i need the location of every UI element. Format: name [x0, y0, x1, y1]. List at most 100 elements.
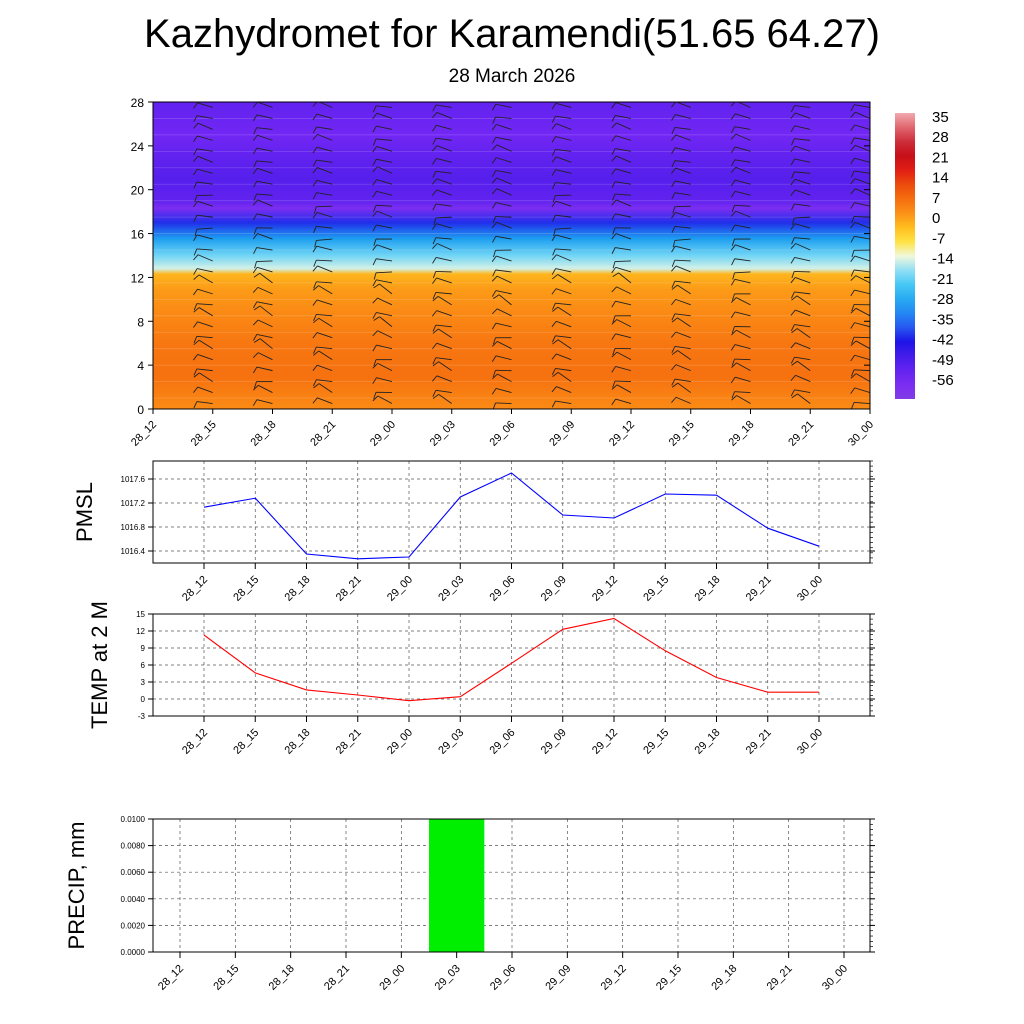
wind-barb-shaft — [197, 200, 213, 207]
wind-barb-shaft — [316, 192, 333, 196]
wind-barb-shaft — [376, 125, 393, 130]
wind-barb — [312, 146, 333, 154]
wind-barb-feather — [671, 226, 676, 233]
wind-barb-shaft — [257, 167, 273, 174]
wind-barb-shaft — [616, 351, 632, 361]
wind-barb — [731, 258, 751, 266]
wind-barb — [730, 146, 751, 153]
wind-barb-shaft — [614, 380, 632, 383]
wind-barb-shaft — [197, 288, 213, 295]
x-tick-label: 29_18 — [727, 419, 757, 449]
wind-barb — [432, 361, 453, 371]
wind-barb-shaft — [734, 278, 751, 284]
wind-barb-feather — [552, 339, 559, 345]
wind-barb-feather — [312, 299, 318, 306]
wind-barb-shaft — [795, 112, 811, 119]
wind-barb-feather — [492, 294, 500, 299]
wind-barb-shaft — [555, 182, 572, 185]
wind-barb-shaft — [675, 265, 691, 273]
wind-barb-feather — [372, 112, 378, 120]
wind-barb-shaft — [377, 166, 393, 174]
wind-barb — [252, 319, 273, 328]
wind-barb-shaft — [794, 256, 811, 262]
wind-barb-shaft — [496, 275, 512, 284]
wind-barb-shaft — [256, 193, 273, 196]
wind-barb-shaft — [674, 280, 691, 284]
wind-barb-shaft — [257, 319, 273, 328]
wind-barb-shaft — [674, 238, 691, 241]
wind-barb-feather — [492, 370, 496, 378]
x-tick-label: 28_21 — [308, 419, 338, 449]
wind-barb — [611, 181, 632, 189]
wind-barb-shaft — [677, 382, 692, 393]
wind-barb-shaft — [557, 274, 572, 284]
wind-barb-feather — [671, 114, 676, 121]
wind-barb-shaft — [196, 115, 213, 119]
wind-barb-shaft — [734, 204, 751, 207]
wind-barb-feather — [312, 126, 317, 134]
wind-barb — [153, 205, 154, 207]
wind-barb — [671, 331, 691, 339]
wind-barb-shaft — [436, 178, 452, 185]
wind-barb-shaft — [376, 224, 393, 229]
wind-barb-feather — [551, 116, 556, 123]
wind-barb-feather — [193, 372, 200, 378]
wind-barb — [432, 389, 452, 397]
wind-barb — [153, 250, 154, 251]
y-tick-label: 28 — [131, 96, 145, 110]
wind-barb-shaft — [197, 268, 213, 273]
wind-barb — [492, 136, 512, 144]
wind-barb — [313, 383, 333, 393]
wind-barb-feather — [730, 244, 736, 251]
wind-barb-shaft — [736, 395, 751, 404]
wind-barb-feather — [611, 155, 617, 162]
wind-barb-shaft — [376, 145, 393, 152]
x-tick-label: 28_12 — [180, 574, 210, 604]
wind-barb-feather — [432, 243, 438, 250]
wind-barb — [611, 247, 632, 254]
wind-barb-shaft — [197, 135, 213, 141]
wind-barb-shaft — [734, 190, 751, 196]
wind-barb-shaft — [436, 112, 452, 119]
wind-barb — [612, 315, 631, 323]
wind-barb — [791, 171, 811, 179]
wind-barb — [312, 159, 333, 167]
wind-barb-feather — [312, 212, 318, 219]
wind-barb — [491, 341, 512, 350]
wind-barb-shaft — [316, 281, 333, 284]
wind-barb-shaft — [256, 147, 273, 152]
wind-barb — [731, 329, 751, 339]
wind-barb-shaft — [794, 138, 811, 141]
wind-barb-feather — [372, 377, 377, 384]
wind-barb-shaft — [153, 304, 154, 305]
wind-barb — [372, 279, 393, 287]
wind-barb-feather — [252, 147, 258, 155]
wind-barb-shaft — [615, 135, 632, 141]
wind-barb-shaft — [854, 178, 870, 185]
wind-barb-shaft — [498, 294, 512, 306]
x-tick-label: 29_12 — [590, 574, 620, 604]
wind-barb-feather — [193, 214, 198, 222]
wind-barb — [611, 102, 632, 109]
wind-barb-shaft — [436, 256, 452, 262]
wind-barb — [551, 156, 572, 163]
wind-barb — [731, 326, 751, 334]
wind-barb-shaft — [318, 383, 333, 393]
wind-barb — [612, 227, 632, 235]
wind-barb — [153, 161, 154, 163]
wind-barb-shaft — [256, 114, 273, 119]
wind-barb — [731, 362, 751, 372]
wind-barb-feather — [253, 272, 260, 278]
wind-barb-shaft — [677, 350, 692, 361]
wind-barb-feather — [551, 268, 556, 275]
wind-barb-shaft — [735, 113, 751, 119]
wind-barb — [491, 355, 512, 362]
wind-barb-feather — [611, 193, 616, 201]
wind-barb-shaft — [153, 128, 154, 130]
wind-barb — [432, 324, 452, 332]
wind-barb-shaft — [495, 103, 512, 108]
wind-barb — [553, 227, 572, 237]
wind-barb-shaft — [734, 179, 751, 185]
wind-barb-feather — [491, 202, 497, 209]
